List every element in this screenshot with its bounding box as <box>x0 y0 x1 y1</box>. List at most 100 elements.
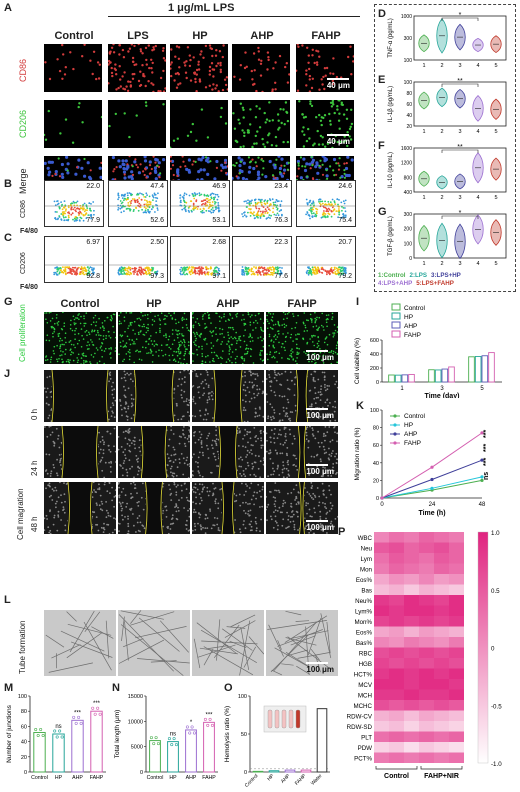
heatmap-cell <box>374 563 389 574</box>
heatmap-cell <box>374 595 389 606</box>
micrograph <box>108 100 166 148</box>
heatmap-row-label: Lym <box>361 556 372 563</box>
flow-plot: 24.6 75.4 <box>296 180 356 227</box>
heatmap-cell <box>389 532 404 543</box>
heatmap-cell <box>389 668 404 679</box>
heatmap-cell <box>419 647 434 658</box>
violin-tick-label: 20 <box>406 124 412 130</box>
y-tick-label: 0 <box>244 770 247 776</box>
heatmap-cell <box>389 752 404 763</box>
legend-marker <box>393 441 397 445</box>
heatmap-cell <box>404 742 419 753</box>
panel-label-k: K <box>356 400 364 412</box>
bar-point <box>58 729 62 733</box>
bar <box>149 740 161 773</box>
panel-label-l: L <box>4 594 11 606</box>
flow-quadrant-top: 2.68 <box>212 239 226 246</box>
x-tick-label: HP <box>55 775 63 781</box>
heatmap-cell <box>404 700 419 711</box>
heatmap-cell <box>434 553 449 564</box>
heatmap-cell <box>434 626 449 637</box>
bar-point <box>208 717 212 721</box>
micrograph <box>44 482 116 534</box>
micrograph <box>118 426 190 478</box>
micrograph <box>44 312 116 364</box>
violin-tick-label: 1600 <box>401 146 412 152</box>
violin-x-tick: 2 <box>440 129 443 135</box>
bar <box>448 366 455 383</box>
flow-quadrant-bottom: 76.3 <box>274 217 288 224</box>
flow-plot: 6.97 92.8 <box>44 236 104 283</box>
heatmap-cell <box>419 637 434 648</box>
significance-mark: * <box>459 12 462 19</box>
heatmap-cell <box>449 532 464 543</box>
violin-tick-label: 1200 <box>401 161 412 167</box>
heatmap-cell <box>434 532 449 543</box>
x-axis-label: Time (h) <box>418 510 445 517</box>
row-label-hjl: 48 h <box>30 516 39 532</box>
significance-mark: * <box>459 210 462 217</box>
heatmap-cell <box>419 752 434 763</box>
row-label-hjl: 0 h <box>30 408 39 420</box>
heatmap-cell <box>419 605 434 616</box>
bar <box>408 373 415 383</box>
flow-quadrant-top: 22.3 <box>274 239 288 246</box>
significance-mark: *** <box>483 444 490 452</box>
panel-label-o: O <box>224 682 233 694</box>
x-tick-label: 0 <box>380 502 384 508</box>
violin-tick-label: 200 <box>404 227 413 233</box>
scale-bar-label: 40 μm <box>326 78 350 90</box>
bar-point <box>98 712 102 716</box>
violin-tick-label: 60 <box>406 102 412 108</box>
bar-point <box>41 733 45 737</box>
heatmap-cell <box>434 752 449 763</box>
violin-tick-label: 100 <box>404 241 413 247</box>
heatmap-cell <box>404 626 419 637</box>
micrograph <box>170 44 228 92</box>
bar <box>388 374 395 383</box>
bar-point <box>91 706 95 710</box>
flow-plot: 22.0 77.9 <box>44 180 104 227</box>
bar <box>284 769 296 773</box>
tube-icon <box>295 709 301 729</box>
heatmap-cell <box>389 595 404 606</box>
heatmap-cell <box>449 637 464 648</box>
y-tick-label: 100 <box>18 694 27 700</box>
y-axis-label: Migration ratio (%) <box>354 427 361 480</box>
heatmap-row-label: PCT% <box>354 756 372 763</box>
x-tick-label: HP <box>169 775 177 781</box>
violin-tick-label: 100 <box>404 58 413 64</box>
series-line <box>381 432 483 499</box>
y-tick-label: 15000 <box>128 694 143 700</box>
heatmap-cell <box>449 626 464 637</box>
total-length-chart: 0 5000 10000 15000 Total length (μm) Control n… <box>114 694 218 781</box>
legend-label: Control <box>404 305 426 312</box>
bar-point <box>77 715 81 719</box>
x-tick-label: FAHP <box>202 775 216 781</box>
heatmap-cell <box>404 542 419 553</box>
heatmap-row-label: WBC <box>358 535 373 542</box>
heatmap-row-label: RDW-CV <box>347 714 373 721</box>
series-line <box>381 476 483 499</box>
column-header-a: LPS <box>127 30 149 42</box>
micrograph <box>192 370 264 422</box>
heatmap-cell <box>389 563 404 574</box>
heatmap-cell <box>419 626 434 637</box>
heatmap-cell <box>419 563 434 574</box>
heatmap-cell <box>449 668 464 679</box>
flow-quadrant-bottom: 77.9 <box>86 217 100 224</box>
legend-swatch <box>391 303 401 311</box>
flow-plot: 22.3 77.6 <box>232 236 292 283</box>
flow-quadrant-top: 20.7 <box>338 239 352 246</box>
heatmap-cell <box>449 553 464 564</box>
scale-bar-label: 100 μm <box>306 520 334 532</box>
bar-point <box>154 736 158 740</box>
flow-plot: 2.68 97.1 <box>170 236 230 283</box>
heatmap-cell <box>404 553 419 564</box>
row-label-hjl: Tube formation <box>18 620 27 674</box>
heatmap-cell <box>374 689 389 700</box>
heatmap-cell <box>434 637 449 648</box>
heatmap-row-label: MCV <box>358 682 373 689</box>
bar-point <box>39 727 43 731</box>
heatmap-cell <box>434 647 449 658</box>
